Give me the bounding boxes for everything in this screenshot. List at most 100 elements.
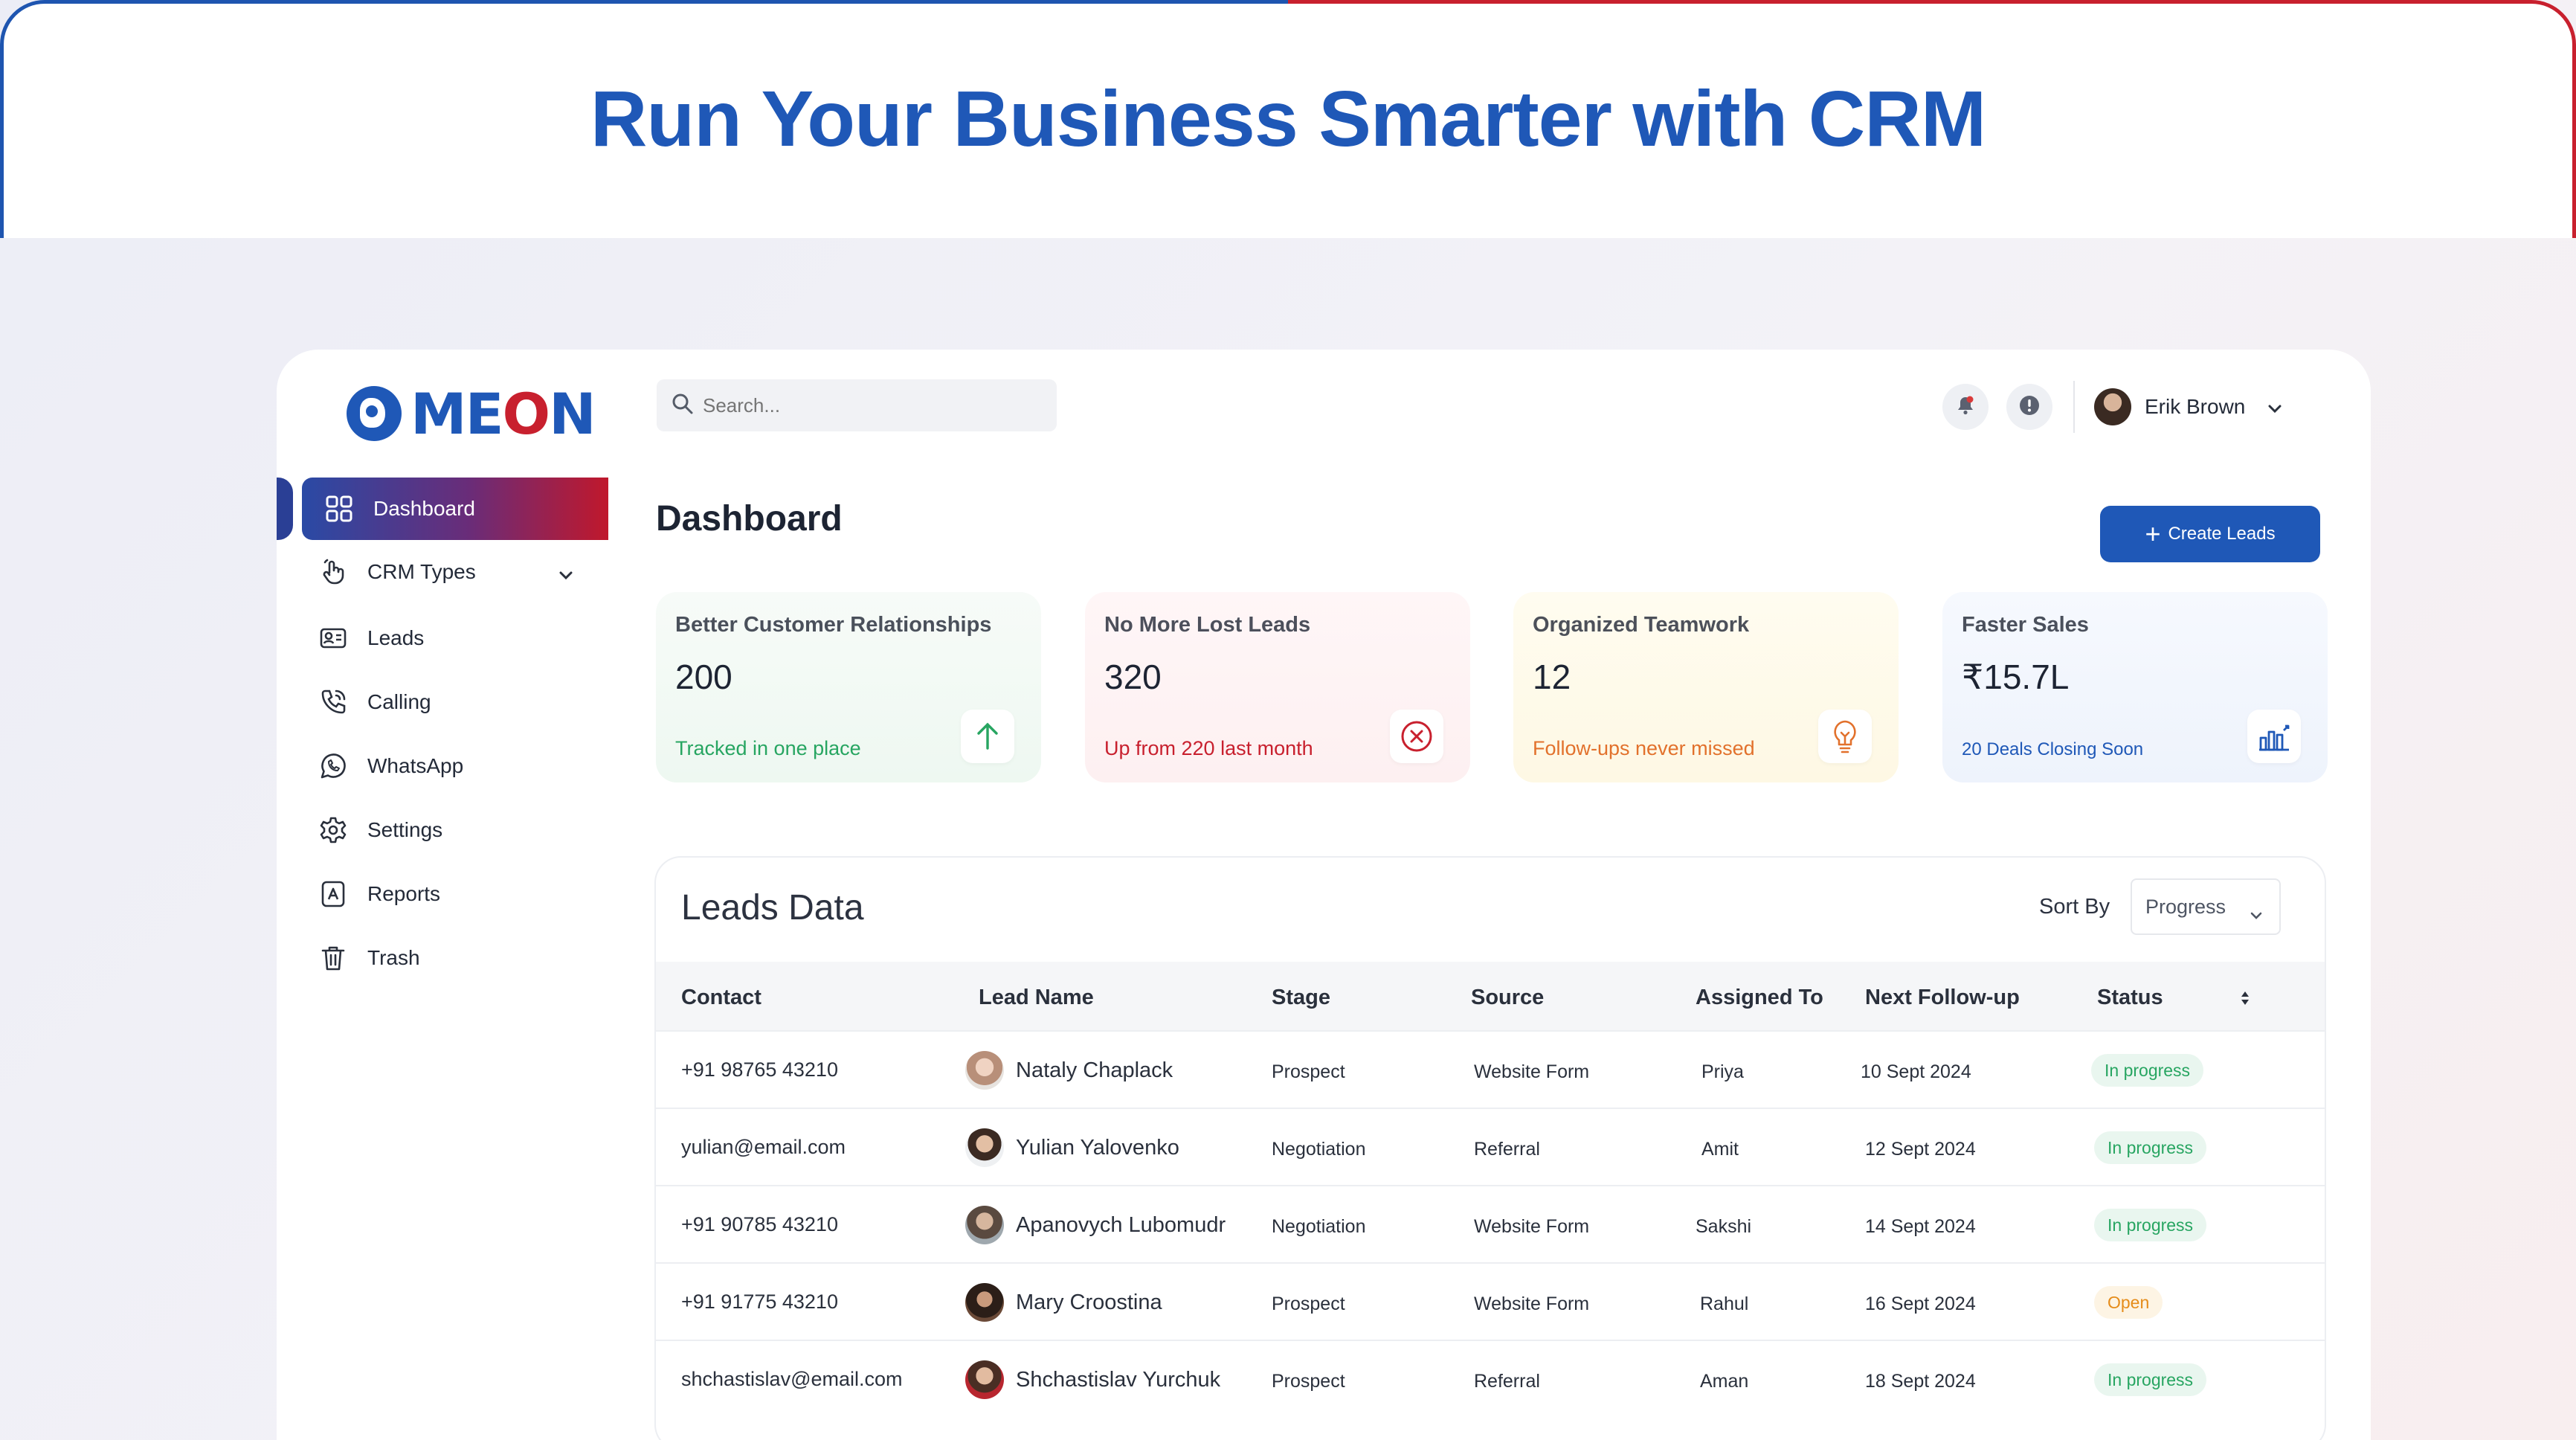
cell-source: Referral — [1474, 1139, 1540, 1160]
grid-icon — [324, 494, 354, 524]
info-icon — [2018, 394, 2041, 420]
column-header-lead-name[interactable]: Lead Name — [979, 986, 1094, 1009]
create-leads-label: Create Leads — [2168, 524, 2276, 544]
status-badge: In progress — [2091, 1054, 2204, 1087]
cell-next-follow-up: 16 Sept 2024 — [1865, 1293, 1976, 1314]
bulb-icon — [1818, 710, 1872, 763]
cell-source: Website Form — [1474, 1061, 1590, 1082]
sidebar-item-whatsapp[interactable]: WhatsApp — [277, 734, 619, 798]
cell-contact: yulian@email.com — [681, 1136, 846, 1158]
column-header-source[interactable]: Source — [1471, 986, 1545, 1009]
cell-source: Referral — [1474, 1371, 1540, 1392]
cell-lead-name: Shchastislav Yurchuk — [965, 1360, 1220, 1399]
sidebar-item-crm-types[interactable]: CRM Types — [277, 540, 619, 604]
chevron-down-icon[interactable] — [2267, 395, 2282, 419]
hero-banner: Run Your Business Smarter with CRM — [0, 0, 2576, 238]
report-icon — [318, 879, 348, 909]
sidebar-item-label: Trash — [367, 946, 420, 969]
plus-icon: + — [2145, 518, 2161, 549]
card-value: 200 — [675, 658, 732, 696]
stat-card-customer-relationships: Better Customer Relationships 200 Tracke… — [656, 592, 1041, 782]
avatar — [965, 1283, 1004, 1322]
search-bar[interactable] — [657, 379, 1057, 431]
meon-logo[interactable]: MEON — [347, 376, 596, 451]
stat-card-lost-leads: No More Lost Leads 320 Up from 220 last … — [1085, 592, 1470, 782]
cell-lead-name: Mary Croostina — [965, 1283, 1162, 1322]
hand-pointer-icon — [318, 557, 348, 587]
sidebar-item-dashboard[interactable]: Dashboard — [302, 478, 608, 540]
table-row[interactable]: +91 91775 43210 Mary Croostina Prospect … — [656, 1264, 2325, 1341]
cell-assigned-to: Priya — [1701, 1061, 1744, 1082]
cell-contact: +91 98765 43210 — [681, 1058, 838, 1081]
sidebar-item-trash[interactable]: Trash — [277, 926, 619, 990]
cell-source: Website Form — [1474, 1293, 1590, 1314]
cell-lead-name: Nataly Chaplack — [965, 1051, 1173, 1090]
card-subtitle: Up from 220 last month — [1104, 737, 1313, 759]
card-title: Faster Sales — [1962, 613, 2089, 637]
table-row[interactable]: +91 90785 43210 Apanovych Lubomudr Negot… — [656, 1186, 2325, 1264]
whatsapp-icon — [318, 751, 348, 781]
cell-assigned-to: Sakshi — [1696, 1216, 1752, 1237]
cell-assigned-to: Rahul — [1700, 1293, 1749, 1314]
sidebar-item-leads[interactable]: Leads — [277, 606, 619, 670]
leads-data-panel: Leads Data Sort By Progress Contact Lead… — [654, 856, 2326, 1440]
chevron-down-icon — [2250, 902, 2263, 925]
sidebar-item-reports[interactable]: Reports — [277, 862, 619, 926]
status-badge: Open — [2094, 1286, 2163, 1319]
sidebar-item-label: Calling — [367, 690, 431, 713]
column-header-contact[interactable]: Contact — [681, 986, 761, 1009]
cell-next-follow-up: 18 Sept 2024 — [1865, 1371, 1976, 1392]
table-row[interactable]: shchastislav@email.com Shchastislav Yurc… — [656, 1341, 2325, 1418]
avatar — [965, 1206, 1004, 1244]
search-input[interactable] — [703, 393, 1045, 417]
column-header-next-follow-up[interactable]: Next Follow-up — [1865, 986, 2020, 1009]
column-header-assigned-to[interactable]: Assigned To — [1696, 986, 1823, 1009]
cell-assigned-to: Aman — [1700, 1371, 1749, 1392]
status-badge: In progress — [2094, 1209, 2207, 1241]
sidebar-item-label: Dashboard — [373, 497, 475, 520]
sidebar-item-calling[interactable]: Calling — [277, 670, 619, 734]
notifications-button[interactable] — [1942, 384, 1989, 430]
table-row[interactable]: yulian@email.com Yulian Yalovenko Negoti… — [656, 1109, 2325, 1186]
sort-toggle-icon[interactable] — [2240, 989, 2250, 1013]
create-leads-button[interactable]: + Create Leads — [2100, 506, 2320, 562]
cell-stage: Prospect — [1272, 1061, 1345, 1082]
header-divider — [2073, 381, 2075, 433]
sidebar-item-label: Settings — [367, 818, 443, 841]
avatar — [2094, 388, 2131, 425]
info-button[interactable] — [2006, 384, 2052, 430]
cell-stage: Prospect — [1272, 1293, 1345, 1314]
header-actions: Erik Brown — [1942, 381, 2282, 433]
sidebar-item-settings[interactable]: Settings — [277, 798, 619, 862]
status-badge: In progress — [2094, 1363, 2207, 1396]
nav-active-indicator — [277, 478, 293, 540]
sidebar-nav: Dashboard CRM Types Leads Calling — [277, 478, 619, 990]
card-title: Organized Teamwork — [1533, 613, 1750, 637]
cell-next-follow-up: 10 Sept 2024 — [1861, 1061, 1971, 1082]
bell-icon — [1955, 395, 1976, 420]
column-header-stage[interactable]: Stage — [1272, 986, 1330, 1009]
chevron-down-icon[interactable] — [558, 562, 574, 586]
card-subtitle: Tracked in one place — [675, 737, 861, 759]
card-value: ₹15.7L — [1962, 658, 2070, 696]
avatar — [965, 1360, 1004, 1399]
table-row[interactable]: +91 98765 43210 Nataly Chaplack Prospect… — [656, 1032, 2325, 1109]
logo-mark-icon — [347, 386, 402, 441]
cell-lead-name: Apanovych Lubomudr — [965, 1206, 1226, 1244]
sort-by-select[interactable]: Progress — [2131, 878, 2281, 935]
arrow-up-icon — [961, 710, 1014, 763]
cell-stage: Negotiation — [1272, 1216, 1366, 1237]
stat-card-faster-sales: Faster Sales ₹15.7L 20 Deals Closing Soo… — [1942, 592, 2328, 782]
search-icon — [672, 393, 694, 419]
cell-assigned-to: Amit — [1701, 1139, 1739, 1160]
hero-title: Run Your Business Smarter with CRM — [590, 75, 1986, 163]
cell-source: Website Form — [1474, 1216, 1590, 1237]
sort-by-value: Progress — [2145, 895, 2226, 918]
column-header-status[interactable]: Status — [2097, 986, 2163, 1009]
user-menu[interactable]: Erik Brown — [2094, 388, 2282, 425]
x-circle-icon — [1390, 710, 1443, 763]
avatar — [965, 1051, 1004, 1090]
bar-chart-icon — [2247, 710, 2301, 763]
card-title: Better Customer Relationships — [675, 613, 992, 637]
status-badge: In progress — [2094, 1131, 2207, 1164]
